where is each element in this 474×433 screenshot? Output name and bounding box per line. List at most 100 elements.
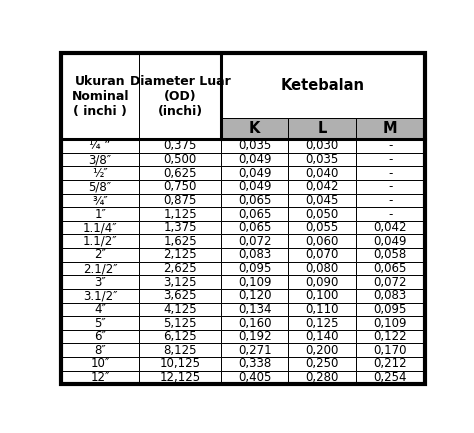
Text: 0,050: 0,050 xyxy=(305,207,338,220)
Text: 0,280: 0,280 xyxy=(305,371,339,384)
Bar xyxy=(139,289,221,303)
Bar xyxy=(139,303,221,316)
Text: 0,065: 0,065 xyxy=(374,262,407,275)
Bar xyxy=(356,289,425,303)
Bar xyxy=(221,221,288,235)
Bar xyxy=(61,166,139,180)
Bar xyxy=(288,153,356,166)
Bar xyxy=(61,139,139,153)
Text: 4,125: 4,125 xyxy=(164,303,197,316)
Bar xyxy=(221,371,288,385)
Bar xyxy=(221,248,288,262)
Bar xyxy=(288,248,356,262)
Text: 0,080: 0,080 xyxy=(305,262,338,275)
Bar xyxy=(288,330,356,343)
Text: 0,058: 0,058 xyxy=(374,249,407,262)
Bar xyxy=(139,53,221,139)
Bar xyxy=(288,207,356,221)
Bar xyxy=(139,262,221,275)
Text: 12,125: 12,125 xyxy=(160,371,201,384)
Text: 10″: 10″ xyxy=(91,357,110,371)
Bar xyxy=(61,180,139,194)
Bar xyxy=(139,343,221,357)
Text: 0,109: 0,109 xyxy=(374,317,407,330)
Bar xyxy=(356,153,425,166)
Bar xyxy=(139,275,221,289)
Bar xyxy=(61,248,139,262)
Text: ¼ ”: ¼ ” xyxy=(90,139,111,152)
Bar xyxy=(139,357,221,371)
Bar xyxy=(221,153,288,166)
Text: 1,375: 1,375 xyxy=(164,221,197,234)
Text: 10,125: 10,125 xyxy=(160,357,201,371)
Text: 0,750: 0,750 xyxy=(164,180,197,193)
Text: 5,125: 5,125 xyxy=(164,317,197,330)
Text: 0,065: 0,065 xyxy=(238,194,272,207)
Text: 0,125: 0,125 xyxy=(305,317,339,330)
Text: -: - xyxy=(388,167,392,180)
Bar xyxy=(221,118,288,139)
Bar xyxy=(288,166,356,180)
Bar xyxy=(356,166,425,180)
Bar xyxy=(139,371,221,385)
Bar xyxy=(139,330,221,343)
Text: 0,090: 0,090 xyxy=(305,276,339,289)
Bar xyxy=(288,262,356,275)
Bar xyxy=(61,343,139,357)
Bar xyxy=(221,207,288,221)
Text: 5/8″: 5/8″ xyxy=(89,180,112,193)
Bar xyxy=(288,343,356,357)
Bar xyxy=(356,371,425,385)
Text: 0,109: 0,109 xyxy=(238,276,272,289)
Text: 0,049: 0,049 xyxy=(238,180,272,193)
Text: 3.1/2″: 3.1/2″ xyxy=(83,289,118,302)
Text: 0,049: 0,049 xyxy=(238,153,272,166)
Bar xyxy=(356,275,425,289)
Bar xyxy=(356,357,425,371)
Bar xyxy=(221,235,288,248)
Bar xyxy=(61,194,139,207)
Text: 0,250: 0,250 xyxy=(305,357,339,371)
Bar xyxy=(356,118,425,139)
Bar xyxy=(61,235,139,248)
Bar xyxy=(356,262,425,275)
Bar xyxy=(221,194,288,207)
Bar xyxy=(61,153,139,166)
Bar xyxy=(288,303,356,316)
Bar xyxy=(139,180,221,194)
Bar xyxy=(221,262,288,275)
Bar xyxy=(221,303,288,316)
Bar xyxy=(221,330,288,343)
Text: 0,083: 0,083 xyxy=(238,249,272,262)
Text: 3/8″: 3/8″ xyxy=(89,153,112,166)
Bar xyxy=(356,343,425,357)
Text: 0,072: 0,072 xyxy=(238,235,272,248)
Text: 0,254: 0,254 xyxy=(374,371,407,384)
Text: 1,125: 1,125 xyxy=(164,207,197,220)
Text: 5″: 5″ xyxy=(94,317,106,330)
Bar xyxy=(61,289,139,303)
Bar xyxy=(288,357,356,371)
Bar xyxy=(221,275,288,289)
Text: 2.1/2″: 2.1/2″ xyxy=(83,262,118,275)
Text: 0,875: 0,875 xyxy=(164,194,197,207)
Bar xyxy=(61,262,139,275)
Text: 6,125: 6,125 xyxy=(164,330,197,343)
Bar xyxy=(139,316,221,330)
Bar xyxy=(356,330,425,343)
Text: -: - xyxy=(388,153,392,166)
Text: 2,125: 2,125 xyxy=(164,249,197,262)
Text: 0,095: 0,095 xyxy=(238,262,272,275)
Text: -: - xyxy=(388,207,392,220)
Bar xyxy=(221,343,288,357)
Bar xyxy=(221,316,288,330)
Text: ½″: ½″ xyxy=(92,167,108,180)
Text: 0,140: 0,140 xyxy=(305,330,339,343)
Bar xyxy=(139,207,221,221)
Text: 1.1/2″: 1.1/2″ xyxy=(83,235,118,248)
Text: -: - xyxy=(388,194,392,207)
Bar xyxy=(288,371,356,385)
Bar xyxy=(288,316,356,330)
Text: 0,500: 0,500 xyxy=(164,153,197,166)
Text: 2″: 2″ xyxy=(94,249,106,262)
